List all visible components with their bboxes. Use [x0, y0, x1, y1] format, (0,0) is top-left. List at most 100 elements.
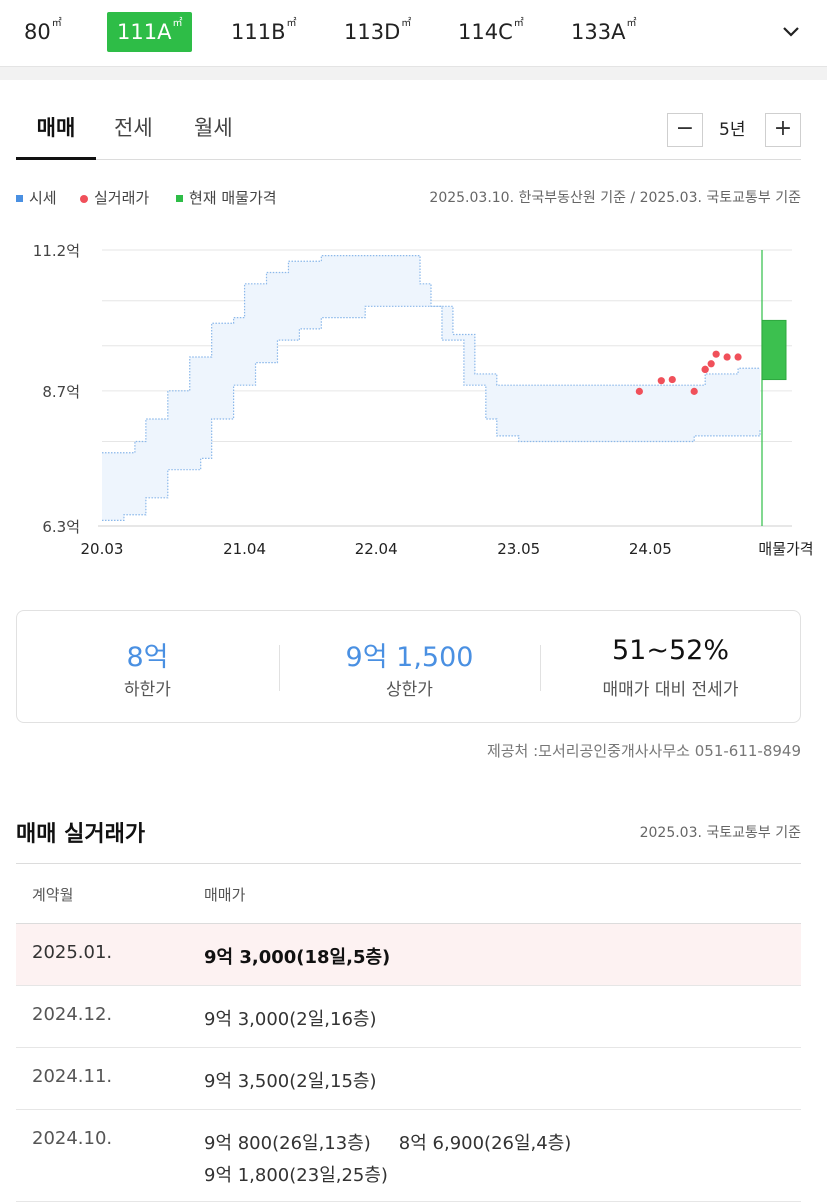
deal-price: 9억 1,800(23일,25층) — [204, 1165, 388, 1186]
summary-value: 9억 1,500 — [345, 642, 474, 673]
tab-label: 전세 — [114, 116, 153, 140]
x-tick-label: 22.04 — [355, 540, 398, 558]
area-unit: ㎡ — [172, 18, 183, 29]
deal-rows: 2025.01. 9억 3,000(18일,5층) 2024.12. 9억 3,000… — [16, 924, 801, 1202]
deal-month: 2024.11. — [32, 1066, 113, 1087]
period-label: 5년 — [719, 120, 746, 140]
deal-month: 2024.12. — [32, 1004, 113, 1025]
legend-label: 현재 매물가격 — [189, 189, 277, 207]
table-row: 2024.12. 9억 3,000(2일,16층) — [16, 986, 801, 1048]
tab-sale[interactable]: 매매 — [16, 112, 96, 160]
deal-point[interactable] — [635, 387, 643, 395]
legend-label: 실거래가 — [94, 189, 150, 207]
price-summary-card: 8억 하한가 9억 1,500 상한가 51~52% 매매가 대비 전세가 — [16, 610, 801, 723]
deal-prices: 9억 3,000(18일,5층) — [204, 942, 764, 974]
area-tab-113d[interactable]: 113D㎡ — [344, 12, 411, 52]
area-tab-114c[interactable]: 114C㎡ — [458, 12, 524, 52]
table-row: 2024.11. 9억 3,500(2일,15층) — [16, 1048, 801, 1110]
x-tick-label: 24.05 — [629, 540, 672, 558]
column-header-price: 매매가 — [204, 886, 246, 904]
summary-jeonse-ratio: 51~52% 매매가 대비 전세가 — [540, 611, 801, 724]
area-tab-bar: 80㎡ 111A㎡ 111B㎡ 113D㎡ 114C㎡ 133A㎡ — [0, 0, 827, 66]
deals-title: 매매 실거래가 — [16, 822, 146, 847]
tab-jeonse[interactable]: 전세 — [114, 112, 153, 160]
deal-point[interactable] — [734, 353, 742, 361]
area-tab-label: 113D — [344, 20, 401, 44]
square-icon — [176, 195, 183, 202]
tab-monthly-rent[interactable]: 월세 — [194, 112, 233, 160]
deal-month: 2024.10. — [32, 1128, 113, 1149]
deal-price: 9억 3,500(2일,15층) — [204, 1071, 377, 1092]
deal-prices: 9억 3,000(2일,16층) — [204, 1004, 764, 1036]
square-icon — [16, 195, 23, 202]
listing-price-range[interactable] — [761, 319, 787, 381]
trade-type-tabs: 매매 전세 월세 − 5년 + — [16, 96, 801, 160]
period-plus-button[interactable]: + — [765, 113, 801, 147]
tab-label: 매매 — [36, 116, 76, 140]
legend-real-deal: 실거래가 — [80, 186, 149, 210]
y-tick-label: 8.7억 — [42, 383, 80, 401]
area-unit: ㎡ — [51, 18, 62, 29]
market-lower-line — [102, 305, 761, 521]
summary-label: 상한가 — [386, 680, 433, 700]
area-tab-label: 80 — [24, 20, 51, 44]
area-tab-label: 111A — [117, 20, 172, 44]
area-tab-111b[interactable]: 111B㎡ — [231, 12, 297, 52]
legend-listing-price: 현재 매물가격 — [176, 186, 277, 210]
dot-icon — [80, 194, 88, 203]
chevron-down-icon[interactable] — [781, 22, 801, 42]
area-unit: ㎡ — [286, 18, 297, 29]
chart-legend: 시세 실거래가 현재 매물가격 2025.03.10. 한국부동산원 기준 / … — [16, 186, 801, 210]
legend-market-price: 시세 — [16, 186, 57, 210]
y-tick-label: 11.2억 — [33, 242, 80, 260]
summary-label: 매매가 대비 전세가 — [602, 680, 739, 700]
x-tick-label: 20.03 — [81, 540, 124, 558]
section-divider — [0, 66, 827, 80]
deal-point[interactable] — [701, 365, 709, 374]
divider — [540, 645, 541, 691]
legend-label: 시세 — [29, 189, 57, 207]
price-chart[interactable]: 11.2억8.7억6.3억 20.03 21.04 22.04 23.05 24.05 … — [0, 232, 827, 562]
period-control: − 5년 + — [667, 113, 801, 147]
area-tab-80[interactable]: 80㎡ — [24, 12, 62, 52]
summary-label: 하한가 — [124, 680, 171, 700]
area-tab-label: 111B — [231, 20, 286, 44]
summary-upper-price: 9억 1,500 상한가 — [279, 611, 540, 724]
deal-month: 2025.01. — [32, 942, 113, 963]
area-tab-133a[interactable]: 133A㎡ — [571, 12, 636, 52]
area-unit: ㎡ — [513, 18, 524, 29]
x-tick-label: 21.04 — [223, 540, 266, 558]
real-deal-points — [635, 350, 742, 395]
table-row: 2024.10. 9억 800(26일,13층) 8억 6,900(26일,4층)9… — [16, 1110, 801, 1202]
deal-price: 9억 3,000(18일,5층) — [204, 947, 391, 968]
area-unit: ㎡ — [626, 18, 637, 29]
deals-source: 2025.03. 국토교통부 기준 — [639, 825, 801, 841]
summary-value: 8억 — [126, 642, 169, 673]
y-tick-label: 6.3억 — [42, 518, 80, 536]
data-provider: 제공처 :모서리공인중개사사무소 051-611-8949 — [486, 742, 801, 760]
market-upper-line — [102, 255, 760, 454]
period-minus-button[interactable]: − — [667, 113, 703, 147]
deal-prices: 9억 3,500(2일,15층) — [204, 1066, 764, 1098]
area-unit: ㎡ — [401, 18, 412, 29]
summary-lower-price: 8억 하한가 — [17, 611, 278, 724]
area-tab-111a[interactable]: 111A㎡ — [107, 12, 193, 52]
deal-point[interactable] — [657, 377, 665, 385]
divider — [279, 645, 280, 691]
deal-point[interactable] — [712, 350, 720, 358]
deal-point[interactable] — [690, 387, 698, 395]
column-header-month: 계약월 — [32, 886, 74, 904]
table-header: 계약월 매매가 — [16, 864, 801, 924]
deal-point[interactable] — [723, 353, 731, 361]
tab-label: 월세 — [194, 116, 233, 140]
deal-prices: 9억 800(26일,13층) 8억 6,900(26일,4층) 9억 1,800(… — [204, 1128, 764, 1192]
deal-price: 8억 6,900(26일,4층) — [398, 1133, 572, 1154]
summary-value: 51~52% — [612, 635, 729, 666]
deals-table: 계약월 매매가 2025.01. 9억 3,000(18일,5층) 2024.12.… — [16, 863, 801, 1202]
area-tab-label: 133A — [571, 20, 626, 44]
deal-price: 9억 3,000(2일,16층) — [204, 1009, 377, 1030]
deal-point[interactable] — [668, 375, 676, 384]
deal-price: 9억 800(26일,13층) — [204, 1133, 371, 1154]
deal-point[interactable] — [707, 360, 715, 368]
area-tab-label: 114C — [458, 20, 513, 44]
